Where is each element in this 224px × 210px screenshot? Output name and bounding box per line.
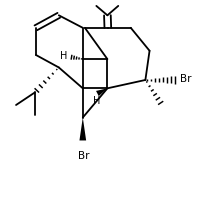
Text: H: H [93, 96, 100, 106]
Text: Br: Br [78, 151, 90, 161]
Text: H: H [60, 51, 67, 61]
Text: Br: Br [180, 74, 191, 84]
Polygon shape [80, 118, 86, 140]
Polygon shape [96, 88, 108, 96]
